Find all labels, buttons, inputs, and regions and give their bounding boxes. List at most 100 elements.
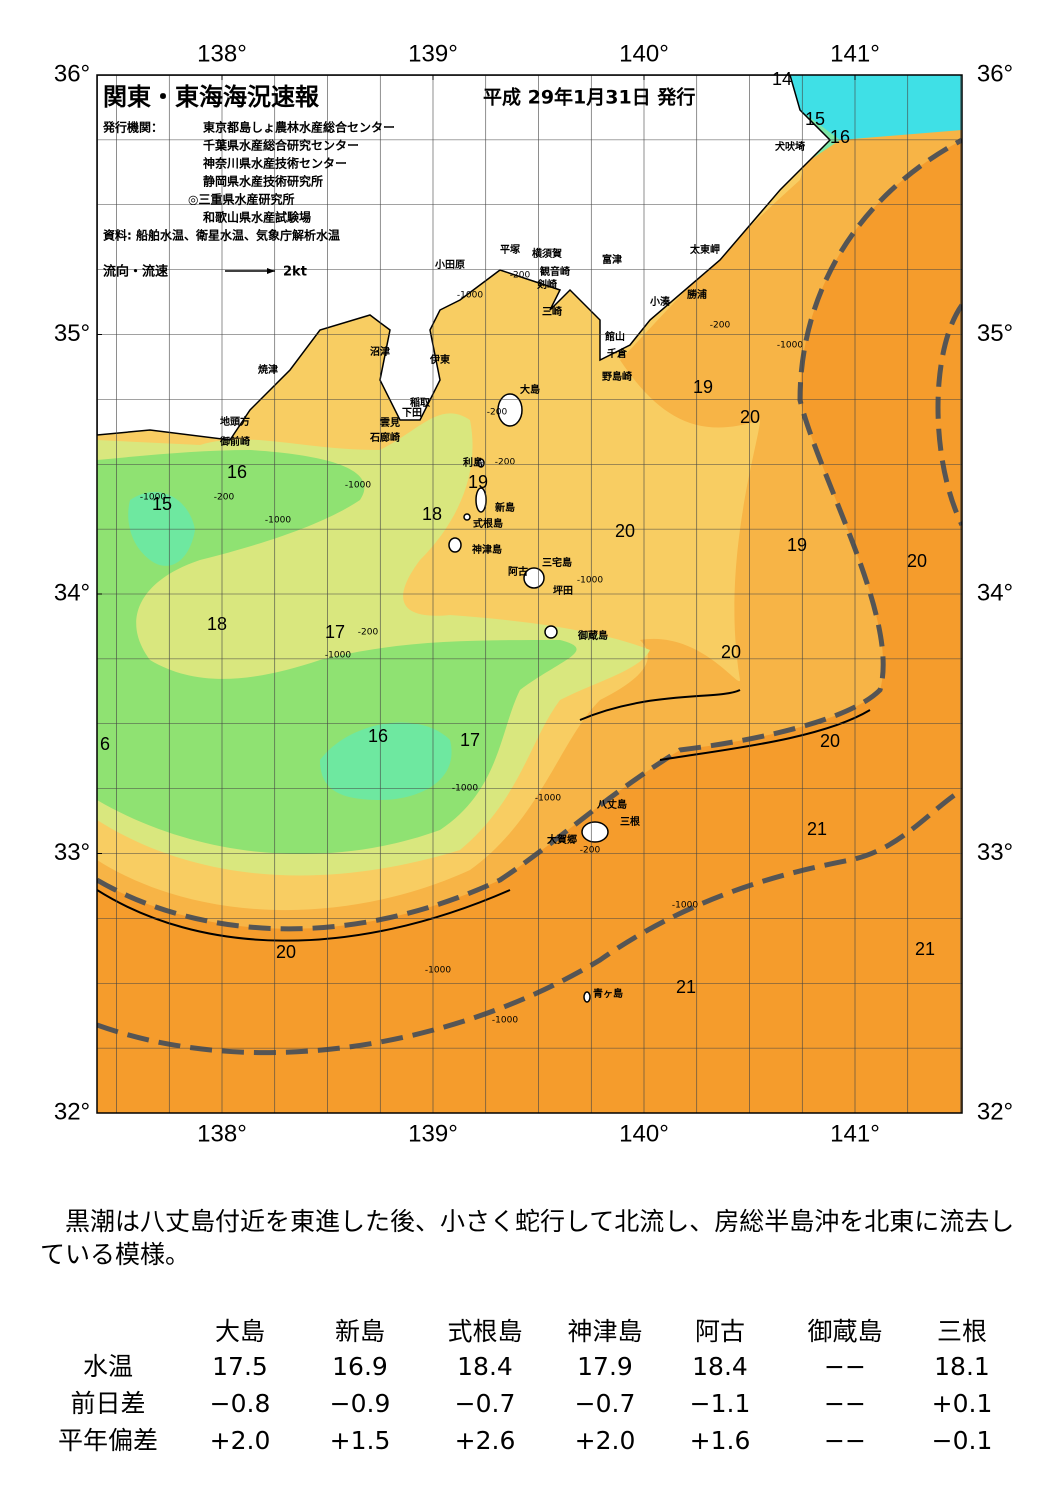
publisher: 静岡県水産技術研究所: [203, 174, 323, 189]
isotherm-label: 16: [227, 462, 247, 482]
lat-tick-label: 36°: [977, 60, 1013, 87]
isotherm-label: 18: [207, 614, 227, 634]
column-header: 阿古: [695, 1317, 745, 1346]
column-header: 神津島: [567, 1317, 642, 1346]
place-name: 沼津: [370, 345, 390, 358]
depth-label: -1000: [345, 481, 371, 491]
column-header: 三根: [937, 1317, 987, 1346]
graticule: [97, 75, 962, 1113]
lon-tick-label: 141°: [830, 1120, 880, 1147]
map-labels: 138° 138° 139° 139° 140° 140° 141° 141° 36° 36° 35…: [54, 40, 1013, 1147]
place-name: 焼津: [258, 363, 278, 376]
cell: −0.7: [455, 1389, 516, 1418]
summary: 黒潮は八丈島付近を東進した後、小さく蛇行して北流し、房総半島沖を北東に流去してい…: [40, 1207, 1015, 1269]
row-label: 平年偏差: [58, 1426, 158, 1455]
place-name: 石廊崎: [369, 431, 400, 444]
isotherm-label: 20: [907, 551, 927, 571]
place-name: 野島崎: [602, 370, 632, 383]
lat-tick-label: 32°: [977, 1098, 1013, 1125]
publisher-label: 発行機関：: [102, 120, 163, 135]
place-name: 青ヶ島: [593, 987, 623, 1000]
isotherm-label: 20: [740, 407, 760, 427]
place-name: 平塚: [500, 243, 520, 256]
cell: −0.1: [932, 1426, 993, 1455]
depth-label: -200: [710, 321, 731, 331]
column-header: 大島: [215, 1317, 265, 1346]
isotherm-label: 21: [807, 819, 827, 839]
depth-label: -1000: [535, 794, 561, 804]
place-name: 太東岬: [689, 243, 720, 256]
cell: −−: [824, 1352, 866, 1381]
place-name: 稲取: [410, 396, 431, 409]
isotherm-label: 21: [676, 977, 696, 997]
depth-label: -1000: [492, 1016, 518, 1026]
summary-box: 黒潮は八丈島付近を東進した後、小さく蛇行して北流し、房総半島沖を北東に流去してい…: [40, 1207, 1015, 1269]
depth-label: -1000: [777, 341, 803, 351]
lon-tick-label: 141°: [830, 40, 880, 67]
kuroshio-axis: [97, 137, 962, 1056]
place-name: 剣崎: [536, 278, 557, 291]
place-name: 横須賀: [532, 247, 562, 260]
place-name: 雲見: [380, 417, 400, 429]
place-name: 千倉: [607, 347, 628, 360]
row-label: 水温: [83, 1352, 133, 1381]
cell: +1.6: [690, 1426, 751, 1455]
isotherm-label: 19: [468, 472, 488, 492]
lat-tick-label: 34°: [54, 579, 90, 606]
place-name: 阿古: [508, 565, 528, 578]
lon-tick-label: 138°: [197, 40, 247, 67]
place-name: 三宅島: [542, 556, 572, 569]
map-body: [97, 75, 962, 1113]
place-name: 犬吠埼: [775, 140, 805, 153]
publisher: ◎三重県水産研究所: [188, 192, 294, 207]
lon-tick-label: 140°: [619, 40, 669, 67]
islands: [448, 393, 609, 1003]
depth-label: -1000: [577, 576, 603, 586]
isotherm-label: 20: [820, 731, 840, 751]
place-name: 大島: [520, 383, 540, 396]
lat-tick-label: 36°: [54, 60, 90, 87]
isotherm-label: 19: [787, 535, 807, 555]
depth-label: -200: [487, 408, 508, 418]
isotherm-label: 17: [325, 622, 345, 642]
place-name: 地頭方: [220, 415, 250, 428]
place-name: 新島: [495, 501, 515, 514]
depth-label: -200: [580, 846, 601, 856]
sea-band: [97, 450, 577, 854]
cell: 18.4: [692, 1352, 748, 1381]
cell: 18.1: [934, 1352, 990, 1381]
flow-legend: 流向・流速: [103, 264, 168, 280]
flow-arrowhead: [267, 268, 275, 274]
isotherm-label: 20: [615, 521, 635, 541]
publishers: 東京都島しょ農林水産総合センター千葉県水産総合研究センター神奈川県水産技術センタ…: [188, 120, 395, 225]
place-name: 利島: [463, 456, 483, 469]
lat-tick-label: 32°: [54, 1098, 90, 1125]
lon-tick-label: 138°: [197, 1120, 247, 1147]
cell: +2.0: [210, 1426, 271, 1455]
isotherm-label: 15: [805, 109, 825, 129]
cell: −−: [824, 1426, 866, 1455]
depth-label: -200: [214, 493, 235, 503]
isotherm-label: 16: [368, 726, 388, 746]
cell: 18.4: [457, 1352, 513, 1381]
depth-label: -1000: [325, 651, 351, 661]
place-name: 神津島: [472, 543, 502, 556]
column-header: 御蔵島: [807, 1317, 882, 1346]
depth-label: -200: [358, 628, 379, 638]
place-name: 観音崎: [540, 265, 570, 278]
publisher: 和歌山県水産試験場: [202, 210, 311, 225]
isotherm-label: 16: [830, 127, 850, 147]
place-name: 伊東: [429, 353, 450, 366]
depth-label: -1000: [425, 966, 451, 976]
cell: −0.7: [575, 1389, 636, 1418]
isotherm-label: 14: [772, 69, 792, 89]
issue-date: 平成 29年1月31日 発行: [483, 86, 695, 109]
lat-tick-label: 35°: [54, 320, 90, 347]
coastal-sea: [790, 75, 962, 140]
isotherm-label: 20: [276, 942, 296, 962]
place-name: 下田: [402, 407, 422, 419]
depth-label: -1000: [457, 291, 483, 301]
cell: −−: [824, 1389, 866, 1418]
row-label: 前日差: [70, 1389, 145, 1418]
place-name: 御前崎: [219, 435, 250, 448]
